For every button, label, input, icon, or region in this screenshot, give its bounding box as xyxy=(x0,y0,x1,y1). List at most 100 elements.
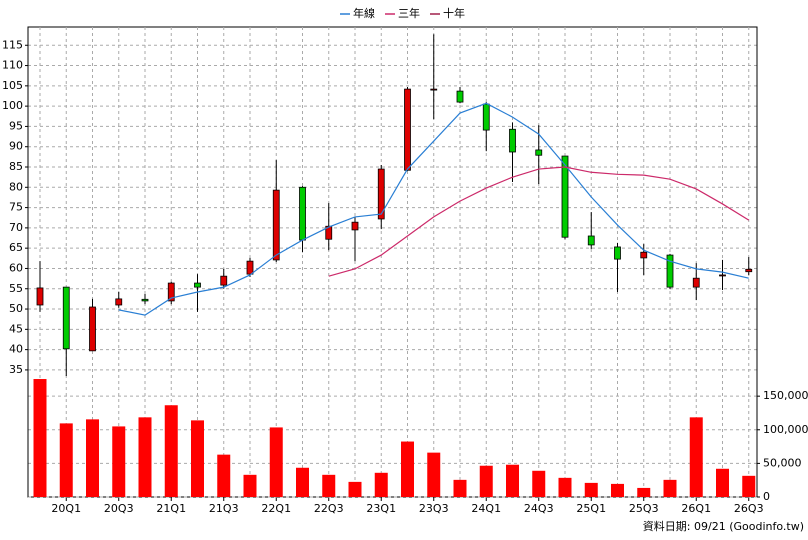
volume-bar xyxy=(191,420,204,497)
volume-bar xyxy=(479,465,493,497)
candle-body xyxy=(587,235,595,246)
candle-body xyxy=(194,282,201,288)
candle-body xyxy=(456,90,464,103)
candle-body xyxy=(535,149,543,156)
y-tick-label: 85 xyxy=(9,160,23,173)
candle-body xyxy=(640,251,648,259)
x-tick-label: 22Q3 xyxy=(314,502,344,515)
x-tick-label: 25Q3 xyxy=(629,502,659,515)
x-tick-label: 26Q3 xyxy=(734,502,764,515)
y-tick-label: 50 xyxy=(9,302,23,315)
y-tick-label: 70 xyxy=(9,221,23,234)
candle-body xyxy=(404,88,411,171)
candle-body xyxy=(692,277,700,288)
legend-label: 三年 xyxy=(398,6,420,20)
x-tick-label: 26Q1 xyxy=(681,502,711,515)
y-tick-label: 105 xyxy=(2,79,23,92)
line-series xyxy=(118,102,749,316)
x-tick-label: 21Q1 xyxy=(156,502,186,515)
candle-body xyxy=(666,254,674,288)
volume-bar xyxy=(453,479,467,497)
volume-bar xyxy=(532,470,546,497)
volume-bar xyxy=(663,479,677,497)
y-tick-label: 110 xyxy=(2,59,23,72)
legend: 年線 三年 十年 xyxy=(340,6,465,20)
y-tick-label: 65 xyxy=(9,241,23,254)
candle-body xyxy=(351,221,359,231)
x-tick-label: 22Q1 xyxy=(261,502,291,515)
candle-body xyxy=(377,168,385,220)
y2-tick-label: 100,000 xyxy=(763,423,808,436)
legend-label: 年線 xyxy=(353,6,375,20)
y-tick-label: 55 xyxy=(9,282,23,295)
volume-bar xyxy=(164,405,178,497)
y-tick-label: 95 xyxy=(9,119,23,132)
volume-bar xyxy=(611,483,624,497)
y-tick-label: 40 xyxy=(9,343,23,356)
volume-bar xyxy=(269,427,283,497)
candle-body xyxy=(220,275,228,286)
volume-bar xyxy=(374,472,388,497)
legend-label: 十年 xyxy=(443,6,465,20)
candle-body xyxy=(115,298,123,306)
candle-body xyxy=(299,186,306,241)
y2-tick-label: 150,000 xyxy=(763,389,808,402)
candle-body xyxy=(246,260,254,275)
plot-frame xyxy=(27,26,758,498)
volume-bar xyxy=(33,379,47,497)
candle-body xyxy=(36,287,44,306)
y-tick-label: 90 xyxy=(9,140,23,153)
volume-bar xyxy=(506,464,519,497)
x-tick-label: 23Q3 xyxy=(419,502,449,515)
x-tick-label: 20Q1 xyxy=(51,502,81,515)
volume-bar xyxy=(243,474,257,497)
candle-body xyxy=(614,246,621,260)
candle-body xyxy=(325,225,333,240)
y-tick-label: 35 xyxy=(9,363,23,376)
line-series xyxy=(328,166,750,277)
footer-note: 資料日期: 09/21 (Goodinfo.tw) xyxy=(643,519,804,533)
candle-body xyxy=(509,128,516,153)
candle-body xyxy=(272,189,280,261)
volume-bar xyxy=(637,487,651,497)
candle-body xyxy=(745,268,753,273)
y-tick-label: 75 xyxy=(9,201,23,214)
y-tick-label: 60 xyxy=(9,261,23,274)
y2-tick-label: 0 xyxy=(763,490,770,503)
volume-bar xyxy=(689,417,703,497)
volume-bar xyxy=(401,441,414,497)
y-tick-label: 100 xyxy=(2,99,23,112)
volume-bar xyxy=(138,417,152,497)
candle-body xyxy=(561,155,569,238)
candle-body xyxy=(62,286,70,350)
volume-bar xyxy=(558,477,572,497)
volume-bar xyxy=(59,423,73,497)
y-tick-label: 80 xyxy=(9,180,23,193)
volume-bar xyxy=(348,481,362,497)
y-tick-label: 45 xyxy=(9,322,23,335)
x-tick-label: 20Q3 xyxy=(104,502,134,515)
volume-bar xyxy=(716,468,729,497)
x-tick-label: 21Q3 xyxy=(209,502,239,515)
y2-tick-label: 50,000 xyxy=(763,456,802,469)
volume-bar xyxy=(427,452,441,497)
volume-bar xyxy=(86,419,99,497)
candle-body xyxy=(89,306,96,352)
volume-bar xyxy=(217,454,231,497)
x-tick-label: 24Q3 xyxy=(524,502,554,515)
volume-bar xyxy=(584,482,598,497)
y-tick-label: 115 xyxy=(2,38,23,51)
volume-bar xyxy=(112,426,126,497)
volume-bar xyxy=(742,475,756,497)
volume-bar xyxy=(296,467,309,497)
volume-bar xyxy=(322,474,336,497)
x-tick-label: 24Q1 xyxy=(471,502,501,515)
candle-body xyxy=(167,282,175,302)
x-tick-label: 23Q1 xyxy=(366,502,396,515)
candle-body xyxy=(430,88,438,91)
candle-body xyxy=(141,298,149,302)
candle-body xyxy=(482,103,490,131)
candle-body xyxy=(719,274,726,277)
